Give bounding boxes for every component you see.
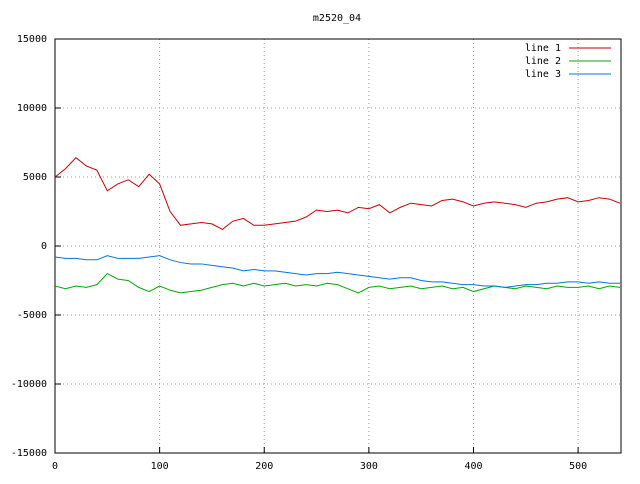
x-tick-label: 300: [360, 461, 378, 472]
series-line: [54, 157, 621, 231]
chart-title: m2520_04: [313, 13, 361, 24]
y-tick-label: 15000: [17, 34, 47, 45]
x-tick-label: 200: [255, 461, 273, 472]
plot-border: [54, 38, 622, 454]
series-line: [54, 255, 620, 288]
x-tick-label: 400: [464, 461, 482, 472]
y-tick-label: -10000: [11, 379, 47, 390]
x-tick-label: 500: [569, 461, 587, 472]
x-tick-label: 100: [151, 461, 169, 472]
y-tick-label: 5000: [23, 172, 47, 183]
x-tick-label: 0: [52, 461, 58, 472]
legend-label: line 2: [525, 56, 561, 67]
series-line: [54, 272, 621, 294]
y-tick-label: 10000: [17, 103, 47, 114]
y-tick-label: -15000: [11, 448, 47, 459]
legend-label: line 3: [525, 69, 561, 80]
legend-label: line 1: [525, 43, 561, 54]
y-tick-label: -5000: [17, 310, 47, 321]
y-tick-label: 0: [41, 241, 47, 252]
